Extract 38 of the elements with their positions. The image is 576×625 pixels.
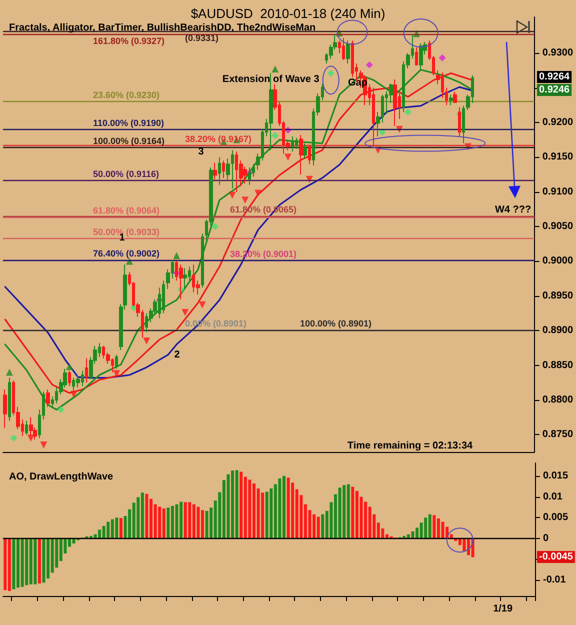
annotation: 2 bbox=[174, 350, 180, 360]
annotation: 3 bbox=[198, 146, 204, 158]
y-tick-label: 0.9200 bbox=[542, 116, 574, 128]
ref-line-label: 76.40% (0.9002) bbox=[93, 248, 160, 258]
ref-line-label: 100.00% (0.9164) bbox=[93, 136, 165, 146]
chart-title: $AUDUSD 2010-01-18 (240 Min) bbox=[190, 6, 386, 21]
x-tick-label: 1/19 bbox=[493, 604, 513, 614]
y-tick-label: 0 bbox=[543, 532, 549, 544]
text: 0.9264 bbox=[539, 72, 570, 82]
annotation: 1 bbox=[119, 232, 126, 244]
ref-line-label: (0.9331) bbox=[185, 33, 219, 44]
y-tick-label: 0.9050 bbox=[542, 221, 574, 232]
y-tick-label: 0.8950 bbox=[542, 290, 574, 302]
y-tick-label: 0.01 bbox=[543, 491, 563, 502]
y-tick-label: 0.9100 bbox=[542, 186, 574, 198]
text: 0.9246 bbox=[539, 84, 570, 96]
text: AO, DrawLengthWave bbox=[9, 472, 114, 482]
ref-line-label: 161.80% (0.9327) bbox=[93, 36, 165, 46]
annotation: Time remaining = 02:13:34 bbox=[347, 440, 474, 452]
ref-line-label: 23.60% (0.9230) bbox=[93, 90, 160, 100]
y-tick-label: 0.005 bbox=[543, 512, 568, 524]
y-tick-label: -0.01 bbox=[543, 574, 566, 586]
y-tick-label: 0.9000 bbox=[542, 256, 574, 267]
y-tick-label: 0.8750 bbox=[542, 429, 574, 440]
y-tick-label: 0.9150 bbox=[542, 152, 574, 163]
ref-line-label: 61.80% (0.9064) bbox=[93, 205, 160, 216]
text: Fractals, Alligator, BarTimer, BullishBearishDD, The2ndWiseMan bbox=[9, 22, 316, 34]
ref-line-label: 100.00% (0.8901) bbox=[300, 318, 372, 328]
y-tick-label: 0.015 bbox=[543, 470, 568, 482]
y-tick-label: 0.8800 bbox=[542, 394, 574, 406]
y-tick-label: 0.9300 bbox=[542, 48, 574, 59]
ref-line-label: 110.00% (0.9190) bbox=[93, 118, 164, 128]
ref-line-label: 50.00% (0.9116) bbox=[93, 169, 160, 180]
y-tick-label: 0.8900 bbox=[542, 325, 574, 336]
y-tick-label: 0.8850 bbox=[542, 360, 574, 371]
annotation: W4 ??? bbox=[494, 204, 532, 216]
text: -0.0045 bbox=[539, 552, 574, 562]
annotation: Extension of Wave 3 bbox=[222, 74, 320, 85]
